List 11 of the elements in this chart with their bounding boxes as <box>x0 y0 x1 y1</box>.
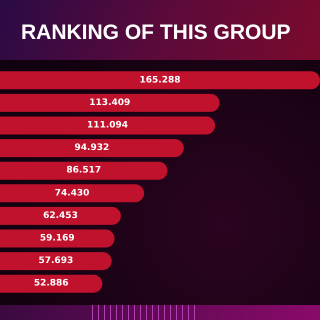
data-label: 86.517 <box>66 166 102 176</box>
data-label: 165.288 <box>140 75 180 86</box>
data-label: 94.932 <box>74 143 110 154</box>
data-label: 62.453 <box>43 210 78 221</box>
chart-title: RANKING OF THIS GROUP <box>21 21 291 44</box>
data-label: 59.169 <box>40 234 75 244</box>
data-label: 113.409 <box>89 98 130 108</box>
data-label: 111.094 <box>87 120 128 130</box>
data-label: 52.886 <box>34 278 69 289</box>
data-label: 57.693 <box>38 256 74 266</box>
data-label: 74.430 <box>54 188 90 198</box>
